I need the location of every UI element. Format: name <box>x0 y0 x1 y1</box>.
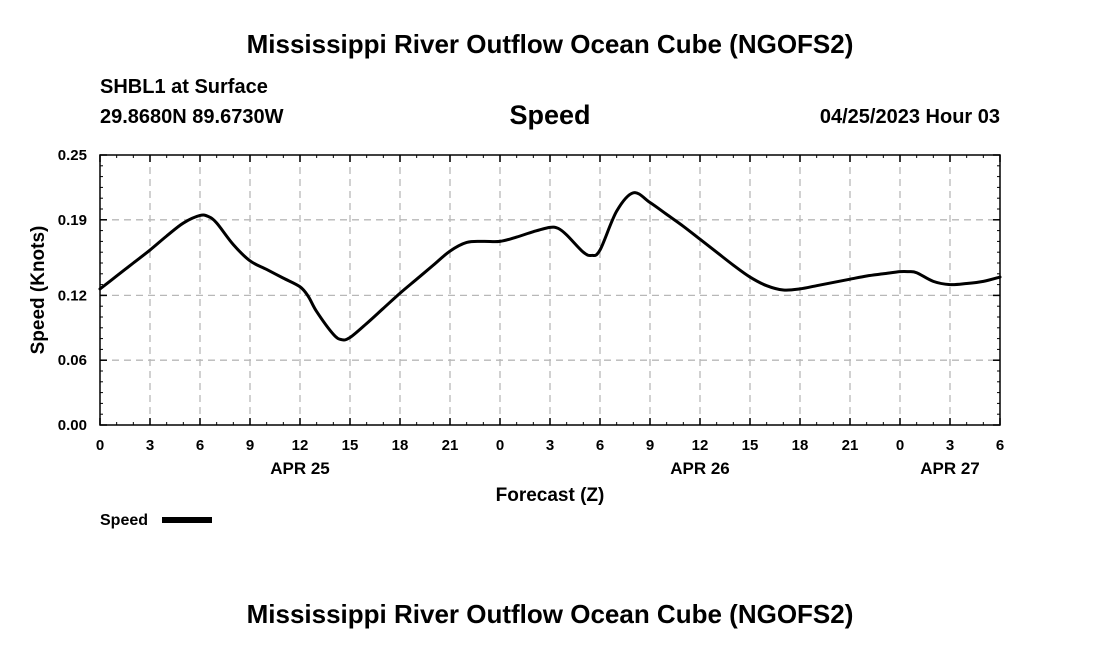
x-tick-label: 3 <box>546 437 554 454</box>
x-tick-label: 0 <box>896 437 904 454</box>
date-label: APR 27 <box>920 459 980 478</box>
date-label: APR 25 <box>270 459 330 478</box>
x-tick-label: 6 <box>996 437 1004 454</box>
x-tick-label: 3 <box>146 437 154 454</box>
next-chart-title: Mississippi River Outflow Ocean Cube (NG… <box>246 599 854 629</box>
x-tick-label: 18 <box>392 437 409 454</box>
x-tick-label: 9 <box>646 437 654 454</box>
station-coordinates: 29.8680N 89.6730W <box>100 106 284 128</box>
y-axis-title: Speed (Knots) <box>28 226 49 355</box>
forecast-datetime: 04/25/2023 Hour 03 <box>819 106 1000 128</box>
x-tick-label: 6 <box>196 437 204 454</box>
x-tick-label: 0 <box>96 437 104 454</box>
x-tick-label: 12 <box>292 437 309 454</box>
y-tick-label: 0.19 <box>58 212 87 229</box>
y-tick-label: 0.06 <box>58 352 87 369</box>
x-tick-label: 0 <box>496 437 504 454</box>
x-tick-label: 15 <box>342 437 359 454</box>
y-tick-label: 0.25 <box>58 147 87 164</box>
x-tick-label: 9 <box>246 437 254 454</box>
chart-title: Speed <box>509 100 591 130</box>
x-tick-label: 15 <box>742 437 759 454</box>
date-label: APR 26 <box>670 459 730 478</box>
x-tick-label: 3 <box>946 437 954 454</box>
x-tick-label: 21 <box>442 437 459 454</box>
page-title: Mississippi River Outflow Ocean Cube (NG… <box>246 29 854 59</box>
x-tick-label: 21 <box>842 437 859 454</box>
x-tick-label: 6 <box>596 437 604 454</box>
y-tick-label: 0.12 <box>58 287 87 304</box>
y-tick-label: 0.00 <box>58 417 87 434</box>
x-tick-label: 12 <box>692 437 709 454</box>
x-axis-title: Forecast (Z) <box>496 485 605 506</box>
station-label: SHBL1 at Surface <box>100 76 268 98</box>
legend-label: Speed <box>100 512 148 529</box>
x-tick-label: 18 <box>792 437 809 454</box>
series-line-speed <box>98 191 1002 342</box>
